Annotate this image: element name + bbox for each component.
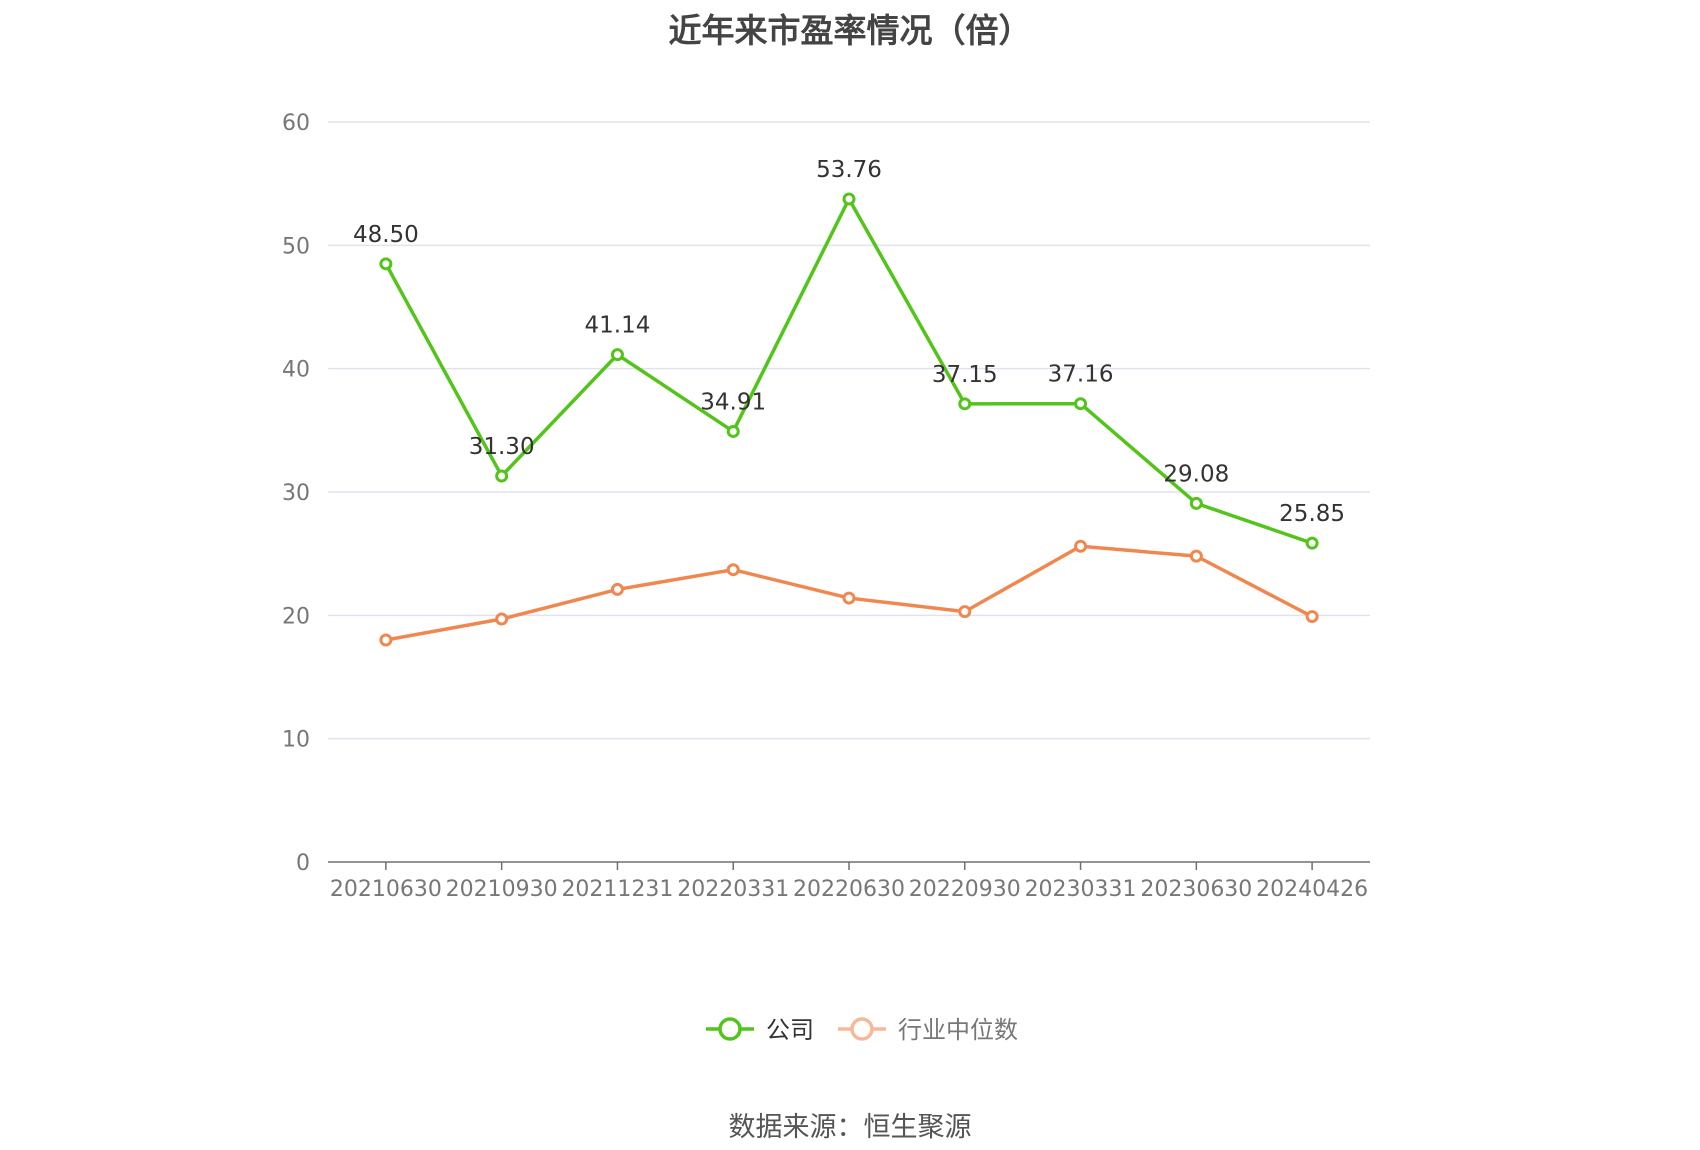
x-tick-label: 20210630	[330, 877, 442, 902]
y-tick-label: 40	[282, 358, 310, 383]
y-tick-label: 20	[282, 604, 310, 629]
legend-marker	[718, 1017, 742, 1041]
data-point	[1305, 536, 1319, 550]
y-tick-label: 10	[282, 728, 310, 753]
series	[379, 192, 1319, 647]
legend-label: 行业中位数	[898, 1016, 1018, 1044]
legend-label: 公司	[766, 1016, 814, 1044]
grid-lines	[328, 121, 1370, 740]
y-tick-label: 0	[296, 851, 310, 876]
data-point	[726, 563, 740, 577]
data-point	[726, 424, 740, 438]
data-point	[958, 397, 972, 411]
x-tick-label: 20220630	[793, 877, 905, 902]
data-point	[610, 348, 624, 362]
chart-title: 近年来市盈率情况（倍）	[668, 11, 1032, 50]
x-tick-label: 20211231	[561, 877, 673, 902]
data-label: 34.91	[700, 389, 766, 415]
data-point	[495, 612, 509, 626]
data-label: 48.50	[353, 222, 419, 248]
data-label: 41.14	[585, 313, 651, 339]
legend: 公司 行业中位数	[706, 1016, 1018, 1044]
y-tick-label: 30	[282, 481, 310, 506]
y-tick-label: 60	[282, 111, 310, 136]
data-point	[1074, 397, 1088, 411]
legend-item-company: 公司	[706, 1016, 814, 1044]
x-tick-label: 20230630	[1140, 877, 1252, 902]
data-point	[1074, 539, 1088, 553]
x-tick-label: 20240426	[1256, 877, 1368, 902]
data-point	[495, 469, 509, 483]
data-labels: 48.50 31.30 41.14 34.91 53.76 37.15 37.16 29.08…	[353, 157, 1345, 527]
x-tick-label: 20220930	[909, 877, 1021, 902]
x-tick-label: 20210930	[446, 877, 558, 902]
data-label: 25.85	[1279, 501, 1345, 527]
data-label: 53.76	[816, 157, 882, 183]
data-point	[379, 633, 393, 647]
data-point	[379, 257, 393, 271]
x-tick-label: 20230331	[1025, 877, 1137, 902]
data-point	[958, 605, 972, 619]
data-point	[1189, 549, 1203, 563]
data-point	[610, 582, 624, 596]
x-tick-label: 20220331	[677, 877, 789, 902]
data-point	[1305, 610, 1319, 624]
data-label: 29.08	[1163, 461, 1229, 487]
data-point	[1189, 496, 1203, 510]
data-point	[842, 591, 856, 605]
data-label: 37.16	[1048, 362, 1114, 388]
data-point	[842, 192, 856, 206]
y-tick-label: 50	[282, 234, 310, 259]
data-label: 37.15	[932, 362, 998, 388]
data-source-note: 数据来源：恒生聚源	[728, 1112, 972, 1143]
legend-marker	[850, 1017, 874, 1041]
data-label: 31.30	[469, 434, 535, 460]
legend-item-industry-median: 行业中位数	[838, 1016, 1018, 1044]
